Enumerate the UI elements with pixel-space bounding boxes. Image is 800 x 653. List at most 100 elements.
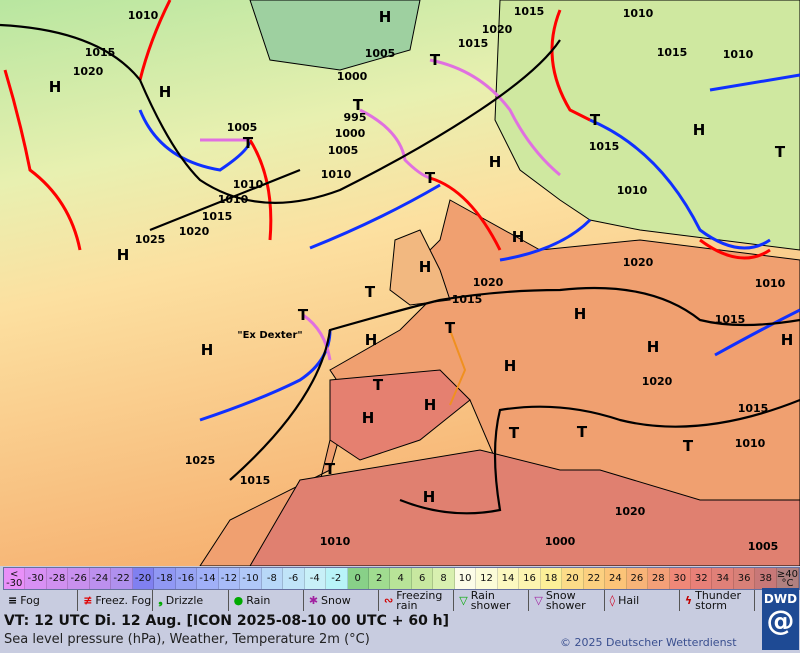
hail-icon: ◊	[609, 593, 616, 607]
scale-cell: -30	[25, 568, 47, 589]
scale-cell: 8	[433, 568, 455, 589]
cold-front	[309, 183, 441, 250]
low-pressure-label: T	[509, 424, 520, 442]
legend-item: ❟ Drizzle	[153, 590, 229, 611]
warm-front	[138, 0, 172, 81]
occluded-front	[429, 58, 561, 177]
iberia-land	[329, 369, 471, 461]
occluded-front	[359, 108, 431, 180]
isobar-label: 1020	[179, 225, 210, 238]
scale-cell: ≥40 °C	[776, 568, 799, 589]
isobar-label: 1010	[617, 184, 648, 197]
high-pressure-label: H	[693, 121, 706, 139]
isobar-label: 1010	[735, 437, 766, 450]
cold-front	[499, 218, 592, 262]
scale-cell: -28	[46, 568, 69, 589]
isobar-label: 1015	[202, 210, 233, 223]
isobar-label: 1010	[723, 48, 754, 61]
isobar-label: 1025	[135, 233, 166, 246]
isobar-label: 1020	[482, 23, 513, 36]
legend-label: Drizzle	[165, 593, 204, 607]
low-pressure-label: T	[243, 134, 254, 152]
cold-front	[138, 109, 252, 172]
isobar-label: 1010	[233, 178, 264, 191]
cold-front	[589, 118, 771, 250]
low-pressure-label: T	[325, 460, 336, 478]
legend-item: ▽ Rain shower	[454, 588, 530, 612]
high-pressure-label: H	[49, 78, 62, 96]
scale-cell: 4	[390, 568, 412, 589]
legend-label: Hail	[618, 593, 640, 607]
drizzle-icon: ❟	[158, 593, 163, 607]
freezing-rain-icon: ∾	[384, 593, 394, 607]
low-pressure-label: T	[365, 283, 376, 301]
scale-cell: 32	[691, 568, 713, 589]
isobar-label: 1000	[335, 127, 366, 140]
isobar-label: 1000	[337, 70, 368, 83]
occluded-front	[302, 313, 332, 361]
low-pressure-label: T	[590, 111, 601, 129]
legend-label: Snow shower	[545, 588, 586, 612]
scale-cell: -4	[304, 568, 327, 589]
rain-shower-icon: ▽	[459, 593, 468, 607]
high-pressure-label: H	[365, 331, 378, 349]
scale-cell: 10	[454, 568, 477, 589]
high-pressure-label: H	[117, 246, 130, 264]
warm-front	[248, 139, 273, 241]
scale-cell: 28	[648, 568, 670, 589]
high-pressure-label: H	[419, 258, 432, 276]
isobar-label: 995	[344, 111, 367, 124]
isobar-1015	[229, 286, 800, 481]
warm-front	[3, 69, 82, 251]
legend-label: Snow	[321, 593, 351, 607]
map-subtitle: Sea level pressure (hPa), Weather, Tempe…	[4, 632, 370, 647]
legend-item: ◊ Hail	[605, 590, 680, 611]
scale-cell: -22	[111, 568, 133, 589]
scale-cell: 24	[605, 568, 627, 589]
british-isles-land	[389, 229, 451, 306]
low-pressure-label: T	[373, 376, 384, 394]
cold-front	[709, 73, 800, 92]
trough-line	[449, 329, 467, 406]
legend-label: Rain	[246, 593, 271, 607]
isobar-label: 1025	[185, 454, 216, 467]
high-pressure-label: H	[489, 153, 502, 171]
scale-cell: 16	[519, 568, 541, 589]
dwd-logo: DWD @	[762, 588, 799, 650]
isobar-label: 1015	[715, 313, 746, 326]
isobar-label: 1015	[452, 293, 483, 306]
isobar-label: 1010	[755, 277, 786, 290]
isobar-label: 1015	[85, 46, 116, 59]
temperature-color-scale: < -30 -30 -28 -26 -24 -22 -20 -18 -16 -14 -12 -10 -8…	[3, 567, 800, 590]
isobar-label: 1000	[545, 535, 576, 548]
high-pressure-label: H	[424, 396, 437, 414]
legend-label: Fog	[20, 593, 40, 607]
scale-cell: -12	[218, 568, 241, 589]
legend-label: Freezing rain	[396, 588, 443, 612]
high-pressure-label: H	[512, 228, 525, 246]
scale-cell: 18	[540, 568, 563, 589]
isobar-label: 1015	[514, 5, 545, 18]
scale-cell: 22	[583, 568, 606, 589]
scale-cell: -6	[283, 568, 305, 589]
isobar-label: 1005	[227, 121, 258, 134]
low-pressure-label: T	[775, 143, 786, 161]
scale-cell: 38	[755, 568, 777, 589]
high-pressure-label: H	[574, 305, 587, 323]
isobar-label: 1020	[473, 276, 504, 289]
legend-item: ϟ Thunder storm	[680, 590, 756, 611]
isobar-label: 1020	[73, 65, 104, 78]
legend-label: Rain shower	[470, 588, 511, 612]
freezing-fog-icon: ≢	[83, 593, 93, 607]
legend-item: ≡ Fog	[3, 590, 79, 611]
high-pressure-label: H	[504, 357, 517, 375]
scale-cell: -16	[175, 568, 198, 589]
scale-cell: 26	[626, 568, 649, 589]
isobar-label: 1010	[320, 535, 351, 548]
scale-cell: 2	[368, 568, 391, 589]
rain-icon: ●	[233, 593, 244, 607]
isobar-label: 1015	[589, 140, 620, 153]
isobar-label: 1020	[623, 256, 654, 269]
isobar-1015	[0, 23, 561, 204]
